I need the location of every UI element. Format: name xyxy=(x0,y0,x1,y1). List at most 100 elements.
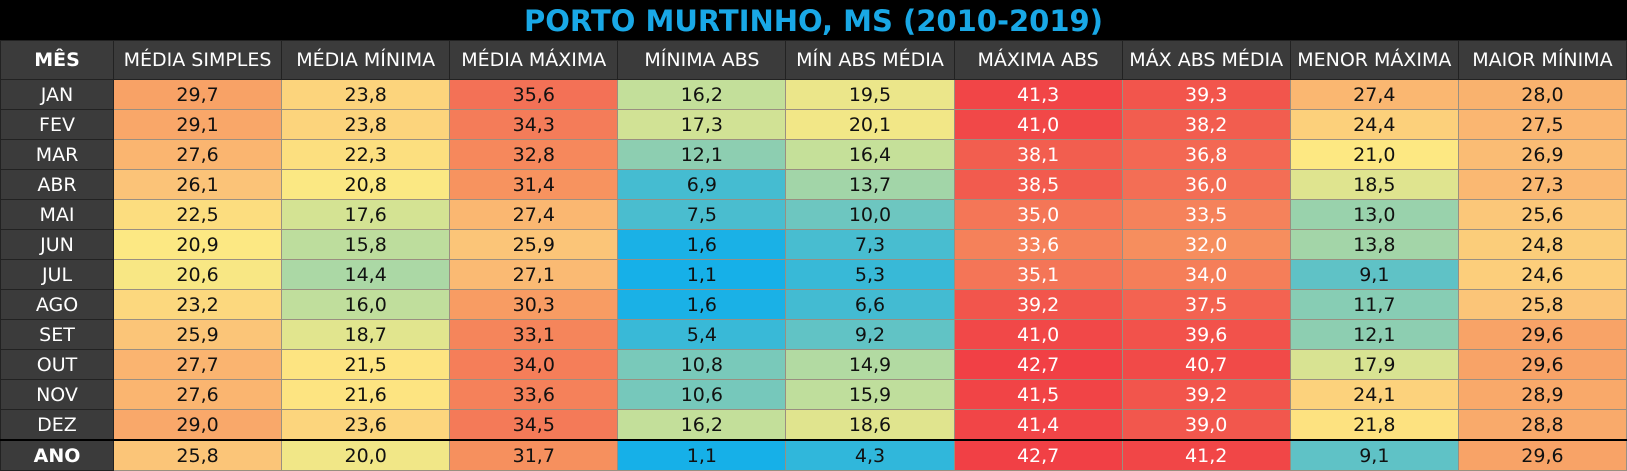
value-cell: 27,6 xyxy=(112,379,283,410)
value-cell: 39,6 xyxy=(1121,319,1291,350)
value-cell: 22,5 xyxy=(112,199,283,230)
value-cell: 33,5 xyxy=(1121,199,1291,230)
value-cell: 36,8 xyxy=(1121,139,1291,170)
value-cell: 14,4 xyxy=(281,259,451,290)
table-row: AGO 23,2 16,0 30,3 1,6 6,6 39,2 37,5 11,7 25,8 xyxy=(0,289,1627,320)
value-cell: 5,4 xyxy=(617,319,787,350)
value-cell: 33,6 xyxy=(953,229,1123,260)
value-cell: 12,1 xyxy=(617,139,787,170)
value-cell: 24,6 xyxy=(1457,259,1627,290)
table-row: SET 25,9 18,7 33,1 5,4 9,2 41,0 39,6 12,1 29,6 xyxy=(0,319,1627,350)
value-cell: 6,6 xyxy=(785,289,955,320)
month-cell: ANO xyxy=(0,439,114,471)
value-cell: 20,0 xyxy=(281,439,451,471)
value-cell: 23,2 xyxy=(112,289,283,320)
month-cell: JUN xyxy=(0,229,114,260)
value-cell: 26,9 xyxy=(1457,139,1627,170)
column-header: MÉDIA SIMPLES xyxy=(112,40,283,80)
value-cell: 17,9 xyxy=(1289,349,1459,380)
value-cell: 35,0 xyxy=(953,199,1123,230)
value-cell: 38,2 xyxy=(1121,109,1291,140)
column-header: MÉDIA MÁXIMA xyxy=(449,40,619,80)
value-cell: 15,9 xyxy=(785,379,955,410)
value-cell: 34,5 xyxy=(449,409,619,441)
value-cell: 16,2 xyxy=(617,409,787,441)
value-cell: 4,3 xyxy=(785,439,955,471)
value-cell: 24,4 xyxy=(1289,109,1459,140)
value-cell: 41,2 xyxy=(1121,439,1291,471)
value-cell: 18,6 xyxy=(785,409,955,441)
value-cell: 42,7 xyxy=(953,349,1123,380)
value-cell: 33,1 xyxy=(449,319,619,350)
value-cell: 28,0 xyxy=(1457,79,1627,110)
value-cell: 9,1 xyxy=(1289,259,1459,290)
value-cell: 32,8 xyxy=(449,139,619,170)
value-cell: 14,9 xyxy=(785,349,955,380)
value-cell: 10,0 xyxy=(785,199,955,230)
value-cell: 38,5 xyxy=(953,169,1123,200)
value-cell: 41,4 xyxy=(953,409,1123,441)
value-cell: 29,1 xyxy=(112,109,283,140)
value-cell: 27,1 xyxy=(449,259,619,290)
value-cell: 7,3 xyxy=(785,229,955,260)
value-cell: 17,6 xyxy=(281,199,451,230)
table-row: FEV 29,1 23,8 34,3 17,3 20,1 41,0 38,2 24,4 27,5 xyxy=(0,109,1627,140)
value-cell: 9,1 xyxy=(1289,439,1459,471)
value-cell: 20,8 xyxy=(281,169,451,200)
value-cell: 28,9 xyxy=(1457,379,1627,410)
value-cell: 38,1 xyxy=(953,139,1123,170)
value-cell: 31,7 xyxy=(449,439,619,471)
value-cell: 10,8 xyxy=(617,349,787,380)
value-cell: 17,3 xyxy=(617,109,787,140)
value-cell: 11,7 xyxy=(1289,289,1459,320)
value-cell: 21,8 xyxy=(1289,409,1459,441)
value-cell: 1,6 xyxy=(617,229,787,260)
value-cell: 42,7 xyxy=(953,439,1123,471)
value-cell: 35,6 xyxy=(449,79,619,110)
value-cell: 27,6 xyxy=(112,139,283,170)
value-cell: 39,0 xyxy=(1121,409,1291,441)
column-header: MÁXIMA ABS xyxy=(953,40,1123,80)
value-cell: 27,7 xyxy=(112,349,283,380)
value-cell: 23,8 xyxy=(281,109,451,140)
table-title: PORTO MURTINHO, MS (2010-2019) xyxy=(0,0,1627,40)
value-cell: 35,1 xyxy=(953,259,1123,290)
value-cell: 13,7 xyxy=(785,169,955,200)
column-header: MÍN ABS MÉDIA xyxy=(785,40,955,80)
value-cell: 29,6 xyxy=(1457,349,1627,380)
value-cell: 29,6 xyxy=(1457,439,1627,471)
table-row: ANO 25,8 20,0 31,7 1,1 4,3 42,7 41,2 9,1 29,6 xyxy=(0,439,1627,471)
value-cell: 27,3 xyxy=(1457,169,1627,200)
table-row: ABR 26,1 20,8 31,4 6,9 13,7 38,5 36,0 18,5 27,3 xyxy=(0,169,1627,200)
value-cell: 31,4 xyxy=(449,169,619,200)
value-cell: 27,5 xyxy=(1457,109,1627,140)
value-cell: 21,6 xyxy=(281,379,451,410)
value-cell: 5,3 xyxy=(785,259,955,290)
value-cell: 29,6 xyxy=(1457,319,1627,350)
value-cell: 16,4 xyxy=(785,139,955,170)
month-cell: OUT xyxy=(0,349,114,380)
value-cell: 25,9 xyxy=(449,229,619,260)
value-cell: 41,0 xyxy=(953,109,1123,140)
value-cell: 29,7 xyxy=(112,79,283,110)
value-cell: 39,2 xyxy=(953,289,1123,320)
value-cell: 1,1 xyxy=(617,439,787,471)
value-cell: 24,8 xyxy=(1457,229,1627,260)
value-cell: 41,5 xyxy=(953,379,1123,410)
value-cell: 34,0 xyxy=(449,349,619,380)
value-cell: 25,8 xyxy=(112,439,283,471)
header-row: MÊS MÉDIA SIMPLES MÉDIA MÍNIMA MÉDIA MÁXIMA… xyxy=(0,40,1627,80)
value-cell: 20,1 xyxy=(785,109,955,140)
value-cell: 1,1 xyxy=(617,259,787,290)
table-row: MAI 22,5 17,6 27,4 7,5 10,0 35,0 33,5 13,0 25,6 xyxy=(0,199,1627,230)
month-cell: JAN xyxy=(0,79,114,110)
value-cell: 21,0 xyxy=(1289,139,1459,170)
value-cell: 23,6 xyxy=(281,409,451,441)
value-cell: 10,6 xyxy=(617,379,787,410)
value-cell: 1,6 xyxy=(617,289,787,320)
month-cell: DEZ xyxy=(0,409,114,441)
month-cell: JUL xyxy=(0,259,114,290)
value-cell: 36,0 xyxy=(1121,169,1291,200)
value-cell: 26,1 xyxy=(112,169,283,200)
month-cell: MAI xyxy=(0,199,114,230)
